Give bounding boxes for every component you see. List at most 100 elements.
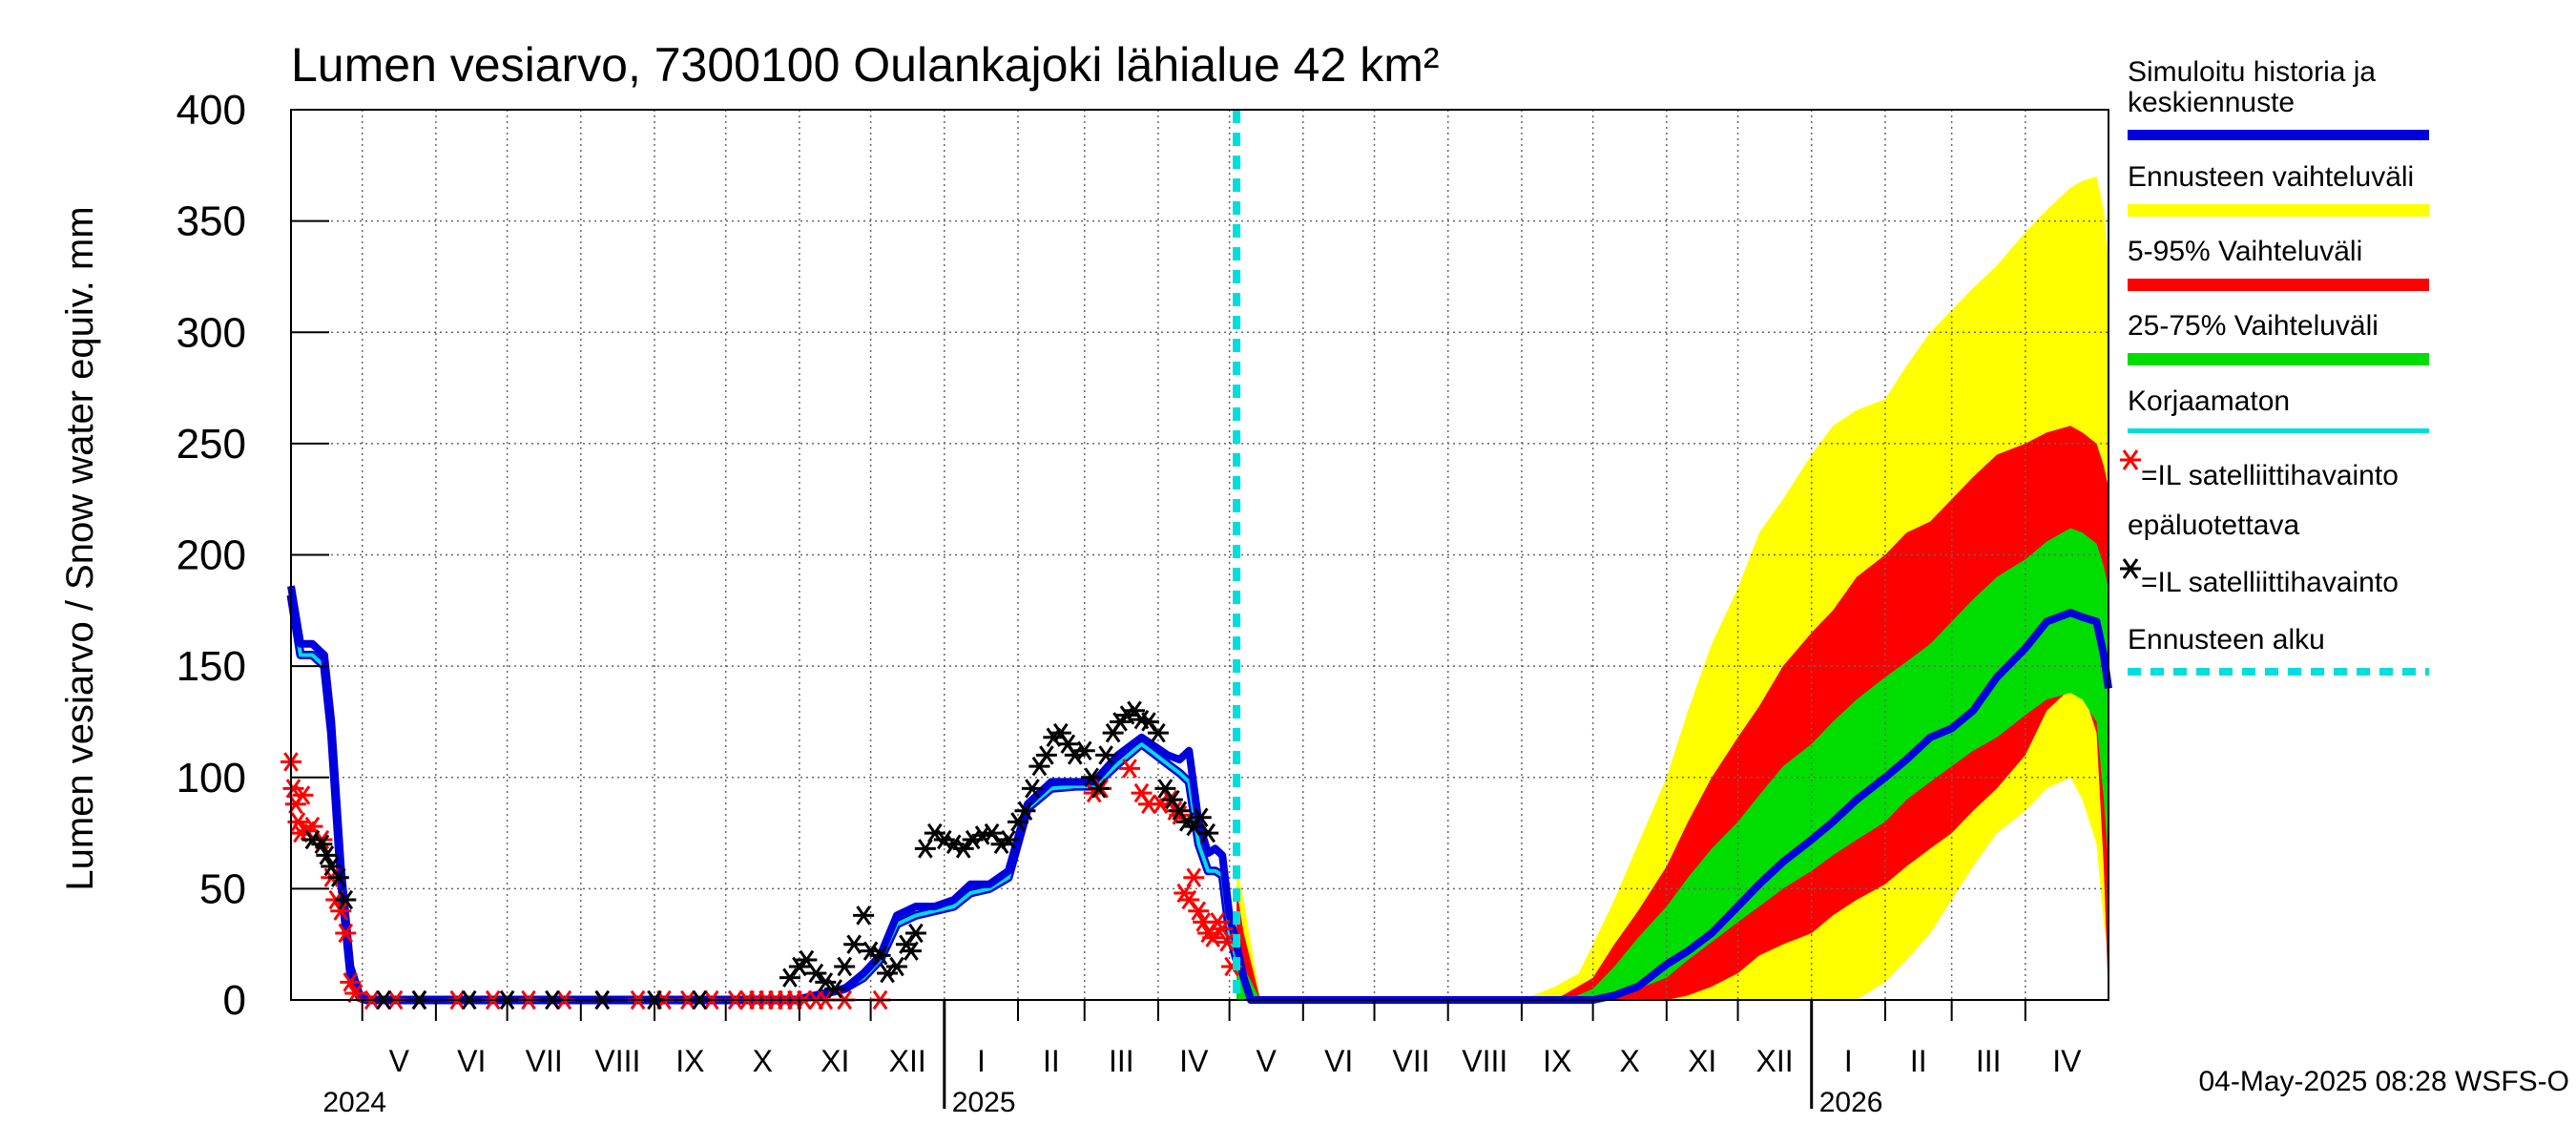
month-label-8: I <box>977 1044 986 1078</box>
obs-unreliable-point-56 <box>1212 919 1234 939</box>
legend-label-sat-unreliable-line1: =IL satelliittihavainto <box>2141 460 2399 491</box>
month-label-3: VIII <box>594 1044 640 1078</box>
month-label-18: XI <box>1688 1044 1716 1078</box>
month-label-21: II <box>1910 1044 1927 1078</box>
obs-unreliable-point-12 <box>335 923 357 944</box>
obs-unreliable-point-11 <box>330 901 352 921</box>
legend-label-range-25-75: 25-75% Vaihteluväli <box>2128 310 2379 342</box>
obs-point-2 <box>316 845 338 865</box>
legend-swatch-uncorrected <box>2128 428 2429 433</box>
month-label-6: XI <box>821 1044 849 1078</box>
obs-point-30 <box>914 839 936 859</box>
obs-point-1 <box>311 834 333 854</box>
y-tick-label-2: 100 <box>177 755 246 802</box>
year-label-1: 2025 <box>952 1087 1016 1118</box>
y-tick-label-3: 150 <box>177 643 246 690</box>
month-label-15: VIII <box>1462 1044 1507 1078</box>
obs-point-26 <box>886 956 907 977</box>
legend: Simuloitu historia ja keskiennuste Ennus… <box>2120 56 2429 676</box>
y-tick-label-7: 350 <box>177 198 246 245</box>
legend-label-range-5-95: 5-95% Vaihteluväli <box>2128 236 2362 267</box>
month-label-14: VII <box>1393 1044 1430 1078</box>
month-label-23: IV <box>2052 1044 2082 1078</box>
legend-swatch-simulated <box>2128 130 2429 140</box>
legend-marker-sat <box>2120 558 2141 579</box>
chart-title: Lumen vesiarvo, 7300100 Oulankajoki lähi… <box>291 38 1440 92</box>
month-label-5: X <box>753 1044 773 1078</box>
y-tick-label-6: 300 <box>177 309 246 356</box>
legend-label-sat-unreliable-line2: epäluotettava <box>2128 510 2299 541</box>
obs-point-24 <box>869 946 891 966</box>
obs-point-22 <box>853 906 875 926</box>
obs-unreliable-point-5 <box>292 785 314 805</box>
month-label-16: IX <box>1543 1044 1571 1078</box>
month-label-12: V <box>1257 1044 1278 1078</box>
month-label-13: VI <box>1324 1044 1353 1078</box>
obs-point-38 <box>990 834 1012 854</box>
obs-point-19 <box>824 979 846 999</box>
series-line-uncorrected-outline <box>286 593 1241 1005</box>
band-1 <box>1236 426 2109 1000</box>
month-label-2: VII <box>526 1044 563 1078</box>
obs-unreliable-point-42 <box>1131 782 1153 803</box>
obs-unreliable-point-50 <box>1183 867 1205 887</box>
obs-point-49 <box>1073 740 1095 760</box>
obs-point-66 <box>1197 822 1219 843</box>
legend-label-uncorrected: Korjaamaton <box>2128 385 2290 417</box>
month-label-19: XII <box>1756 1044 1794 1078</box>
obs-point-43 <box>1028 756 1050 777</box>
legend-marker-sat-unreliable <box>2120 449 2141 470</box>
y-tick-label-5: 250 <box>177 421 246 468</box>
timestamp-footer: 04-May-2025 08:28 WSFS-O <box>2199 1066 2570 1097</box>
month-label-22: III <box>1976 1044 2002 1078</box>
obs-point-34 <box>952 839 974 859</box>
year-label-2: 2026 <box>1819 1087 1883 1118</box>
legend-label-sat: =IL satelliittihavainto <box>2141 567 2399 598</box>
obs-point-28 <box>900 941 922 961</box>
obs-point-5 <box>335 889 357 910</box>
year-label-0: 2024 <box>322 1087 386 1118</box>
y-tick-label-4: 200 <box>177 532 246 579</box>
obs-point-51 <box>1088 779 1110 799</box>
month-label-1: VI <box>457 1044 486 1078</box>
obs-point-53 <box>1102 722 1124 743</box>
legend-swatch-range-5-95 <box>2128 279 2429 291</box>
obs-point-65 <box>1190 807 1212 827</box>
month-label-17: X <box>1620 1044 1640 1078</box>
y-tick-label-0: 0 <box>223 977 246 1024</box>
legend-label-forecast-range: Ennusteen vaihteluväli <box>2128 161 2414 193</box>
obs-point-59 <box>1147 722 1169 743</box>
series-line-uncorrected <box>289 594 1239 1002</box>
y-tick-label-8: 400 <box>177 87 246 134</box>
legend-label-simulated-line1: Simuloitu historia ja <box>2128 56 2376 88</box>
obs-point-42 <box>1021 779 1043 799</box>
legend-swatch-forecast-range <box>2128 204 2429 217</box>
obs-point-44 <box>1035 745 1057 765</box>
obs-point-39 <box>998 829 1020 850</box>
legend-swatch-range-25-75 <box>2128 353 2429 365</box>
y-tick-label-1: 50 <box>199 865 246 912</box>
month-label-0: V <box>389 1044 410 1078</box>
legend-label-forecast-start: Ennusteen alku <box>2128 624 2325 656</box>
month-label-11: IV <box>1179 1044 1209 1078</box>
obs-point-52 <box>1095 745 1117 765</box>
obs-point-21 <box>843 934 865 954</box>
month-label-20: I <box>1844 1044 1853 1078</box>
obs-unreliable-point-51 <box>1188 901 1210 921</box>
month-label-7: XII <box>889 1044 926 1078</box>
series-line-simulated <box>287 585 2112 1004</box>
obs-point-63 <box>1175 812 1197 832</box>
obs-point-4 <box>327 867 349 887</box>
month-label-10: III <box>1109 1044 1134 1078</box>
obs-point-41 <box>1014 801 1036 821</box>
obs-point-17 <box>805 963 827 984</box>
obs-point-55 <box>1116 705 1138 725</box>
month-label-9: II <box>1043 1044 1060 1078</box>
y-axis-label: Lumen vesiarvo / Snow water equiv. mm <box>59 206 101 890</box>
obs-unreliable-point-54 <box>1202 927 1224 947</box>
obs-point-29 <box>904 923 926 944</box>
month-label-4: IX <box>675 1044 704 1078</box>
obs-unreliable-point-13 <box>340 972 362 992</box>
